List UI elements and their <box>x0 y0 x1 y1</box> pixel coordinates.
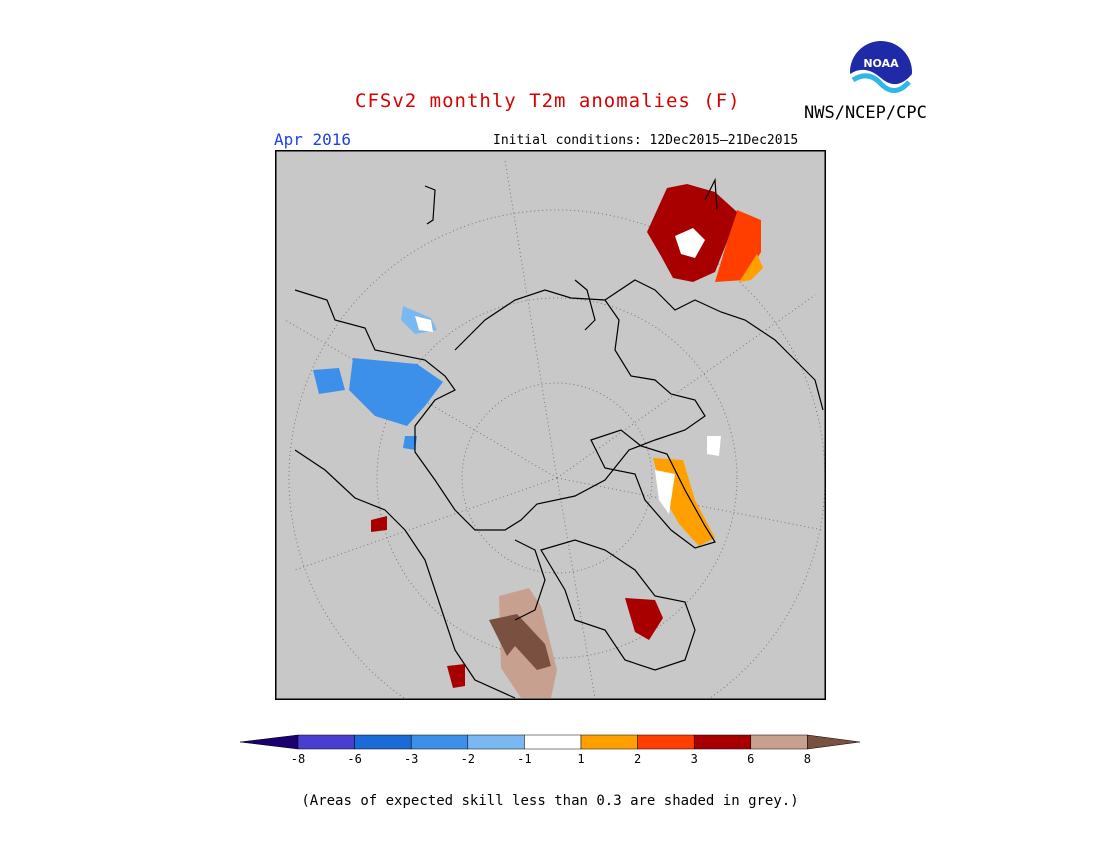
colorbar-swatch <box>297 734 355 750</box>
colorbar-swatch <box>750 734 808 750</box>
skill-note: (Areas of expected skill less than 0.3 a… <box>301 793 799 809</box>
anomaly-east-white <box>707 436 721 456</box>
polar-map <box>275 150 826 700</box>
anomaly-europe-minus2 <box>349 358 443 426</box>
anomaly-asia-8-dark <box>489 614 551 670</box>
colorbar-tick-label: -6 <box>347 752 362 766</box>
colorbar-swatch <box>693 734 752 750</box>
noaa-logo: NOAA <box>850 41 912 104</box>
map-frame <box>275 150 826 700</box>
colorbar-swatch <box>354 734 412 750</box>
anomaly-north-pacific-hole <box>675 228 705 258</box>
colorbar-tick-label: -3 <box>403 752 419 766</box>
anomaly-europe-minus1 <box>313 368 345 394</box>
colorbar-swatch <box>580 734 638 750</box>
colorbar-tick-label: 1 <box>577 752 585 766</box>
colorbar-tick-label: 2 <box>633 752 642 766</box>
colorbar-tick-label: -8 <box>290 752 306 766</box>
colorbar <box>240 734 861 750</box>
anomaly-north-pacific-3 <box>715 210 761 282</box>
forecast-month: Apr 2016 <box>274 130 352 149</box>
map-title: CFSv2 monthly T2m anomalies (F) <box>355 90 741 112</box>
anomaly-west-small-6 <box>371 516 387 532</box>
colorbar-swatch <box>467 734 525 750</box>
logo-text: NOAA <box>863 57 899 70</box>
anomaly-scandinavia-6 <box>625 598 663 640</box>
colorbar-tick-label: 3 <box>690 752 698 766</box>
meridians <box>284 159 824 699</box>
colorbar-swatch <box>637 734 695 750</box>
anomaly-shading <box>313 184 763 698</box>
anomaly-europe-white <box>415 316 433 332</box>
coastlines <box>294 177 824 699</box>
initial-conditions: Initial conditions: 12Dec2015–21Dec2015 <box>493 133 799 148</box>
colorbar-arrow-low <box>240 734 299 750</box>
agency-label: NWS/NCEP/CPC <box>804 103 927 123</box>
anomaly-greenland-white <box>655 470 675 514</box>
colorbar-swatch <box>524 734 582 750</box>
colorbar-arrow-high <box>807 734 861 750</box>
anomaly-asia-small-6 <box>447 664 465 688</box>
colorbar-tick-label: -1 <box>517 752 532 766</box>
anomaly-small-blue <box>403 436 417 450</box>
colorbar-tick-label: 8 <box>803 752 812 766</box>
colorbar-tick-label: -2 <box>460 752 476 766</box>
colorbar-swatch <box>410 734 469 750</box>
colorbar-tick-label: 6 <box>747 752 755 766</box>
anomaly-north-pacific-2 <box>739 230 763 282</box>
